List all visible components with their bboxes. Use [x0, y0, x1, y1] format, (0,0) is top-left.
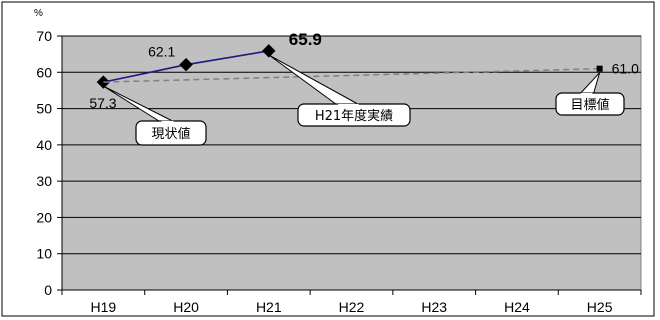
- x-tick-label: H22: [339, 299, 365, 315]
- data-label: 57.3: [89, 95, 116, 111]
- y-tick-label: 0: [44, 282, 52, 298]
- callout: 目標値: [555, 72, 625, 116]
- y-tick-label: 60: [36, 64, 52, 80]
- y-tick-label: 70: [36, 28, 52, 44]
- data-label: 62.1: [148, 44, 175, 60]
- series-layer: [96, 44, 603, 89]
- callout-text: H21年度実績: [315, 108, 393, 124]
- callout-text: 目標値: [570, 97, 609, 113]
- data-point: [262, 44, 276, 58]
- data-point: [179, 57, 193, 72]
- series-line-1: [103, 67, 600, 83]
- data-label: 65.9: [289, 30, 322, 49]
- x-tick-label: H23: [421, 299, 447, 315]
- x-tick-label: H24: [504, 299, 530, 315]
- axes: [61, 36, 642, 295]
- y-tick-label: 10: [36, 246, 52, 262]
- x-tick-label: H20: [173, 299, 199, 315]
- x-tick-label: H21: [256, 299, 282, 315]
- data-point: [96, 75, 111, 89]
- plot-area: [61, 35, 642, 291]
- y-tick-labels: 0 10 20 30 40 50 60 70: [36, 28, 52, 298]
- data-point: [596, 65, 603, 72]
- callout: H21年度実績: [268, 54, 411, 127]
- x-tick-labels: H19 H20 H21 H22 H23 H24 H25: [91, 299, 613, 315]
- callout: 現状値: [102, 85, 207, 146]
- y-tick-label: 40: [36, 137, 52, 153]
- data-label: 61.0: [612, 61, 639, 77]
- y-tick-label: 50: [36, 101, 52, 117]
- y-axis-unit-label: %: [34, 8, 43, 19]
- callout-text: 現状値: [151, 126, 190, 142]
- y-tick-label: 30: [36, 173, 52, 189]
- callout-layer: 現状値 H21年度実績 目標値: [102, 54, 625, 146]
- x-tick-label: H19: [91, 299, 117, 315]
- data-label-layer: 57.3 62.1 65.9 61.0: [89, 30, 639, 111]
- x-tick-label: H25: [587, 299, 613, 315]
- y-tick-label: 20: [36, 209, 52, 225]
